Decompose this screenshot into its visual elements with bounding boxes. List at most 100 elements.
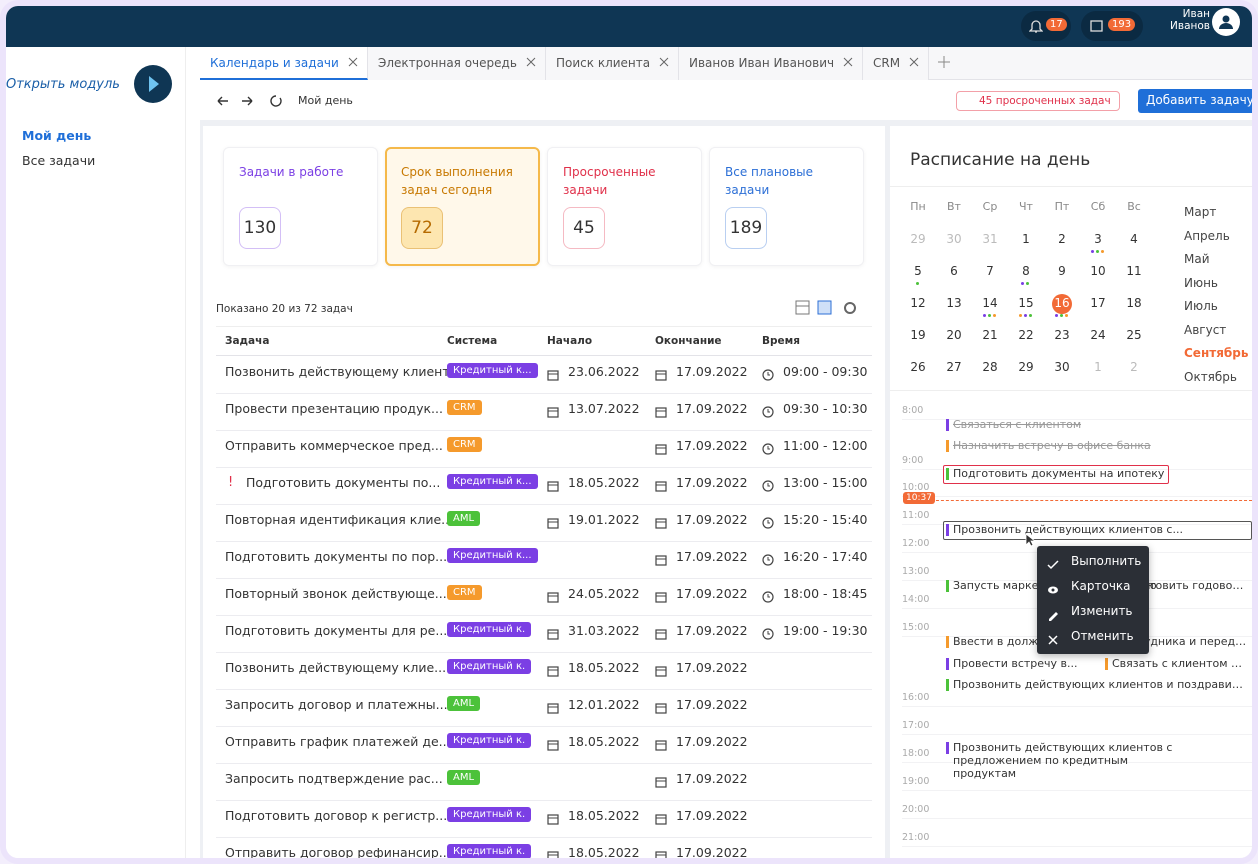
month[interactable]: Апрель (1184, 228, 1230, 243)
event[interactable]: Прозвонить действующих клиентов с предло… (953, 741, 1173, 780)
event[interactable]: Связаться с клиентом (953, 418, 1082, 431)
column-header[interactable]: Окончание (655, 335, 722, 347)
calendar-day[interactable]: 23 (1054, 328, 1070, 342)
task-name[interactable]: Подготовить документы по... (246, 475, 441, 490)
task-name[interactable]: Повторная идентификация клие... (225, 512, 454, 527)
month[interactable]: Сентябрь (1184, 346, 1249, 360)
calendar-day[interactable]: 3 (1094, 232, 1102, 246)
calendar-day[interactable]: 8 (1022, 264, 1030, 278)
column-header[interactable]: Задача (225, 335, 270, 347)
calendar-day[interactable]: 21 (982, 328, 998, 342)
calendar-day[interactable]: 7 (986, 264, 994, 278)
menu-item[interactable]: Изменить (1071, 604, 1133, 618)
month[interactable]: Май (1184, 252, 1210, 266)
row-divider (216, 652, 872, 653)
task-name[interactable]: Отправить договор рефинансир... (225, 845, 451, 860)
time-range: 15:20 - 15:40 (783, 512, 868, 527)
task-name[interactable]: Подготовить документы по пор... (225, 549, 448, 564)
calendar-day[interactable]: 29 (910, 232, 926, 246)
end-date: 17.09.2022 (676, 475, 748, 490)
calendar-day[interactable]: 2 (1058, 232, 1066, 246)
event[interactable]: Назначить встречу в офисе банка (953, 439, 1151, 452)
calendar-day[interactable]: 14 (982, 296, 998, 310)
calendar-day[interactable]: 16 (1054, 296, 1070, 310)
task-name[interactable]: Позвонить действующему клиент (225, 364, 450, 379)
calendar-day[interactable]: 19 (910, 328, 926, 342)
calendar-icon (547, 514, 559, 529)
add-task-button[interactable]: Добавить задачу (1138, 89, 1252, 113)
menu-item[interactable]: Отменить (1071, 629, 1134, 643)
add-tab[interactable] (937, 52, 951, 72)
event[interactable]: Прозвонить действующих клиентов и поздра… (953, 678, 1248, 691)
calendar-day[interactable]: 30 (1054, 360, 1070, 374)
calendar-day[interactable]: 27 (946, 360, 962, 374)
calendar-day[interactable]: 15 (1018, 296, 1034, 310)
avatar[interactable] (1212, 8, 1240, 36)
tab[interactable]: CRM (863, 47, 930, 80)
task-name[interactable]: Запросить подтверждение рас... (225, 771, 443, 786)
view-switch[interactable] (794, 298, 864, 318)
calendar-day[interactable]: 4 (1130, 232, 1138, 246)
event[interactable]: Провести встречу в... (953, 657, 1078, 670)
task-name[interactable]: Провести презентацию продук... (225, 401, 443, 416)
month[interactable]: Июнь (1184, 275, 1218, 290)
calendar-day[interactable]: 28 (982, 360, 998, 374)
calendar-day[interactable]: 20 (946, 328, 962, 342)
task-name[interactable]: Подготовить документы для ре... (225, 623, 448, 638)
calendar-day[interactable]: 31 (982, 232, 998, 246)
event[interactable]: Связать с клиентом по... (1112, 657, 1248, 670)
calendar-day[interactable]: 11 (1126, 264, 1142, 278)
menu-item[interactable]: Выполнить (1071, 554, 1142, 568)
nav-item[interactable]: Мой день (22, 128, 92, 143)
column-header[interactable]: Время (762, 335, 800, 347)
month[interactable]: Август (1184, 322, 1227, 337)
calendar-day[interactable]: 6 (950, 264, 958, 278)
notifications[interactable]: 17 (1021, 11, 1071, 41)
task-name[interactable]: Повторный звонок действующе... (225, 586, 447, 601)
tab[interactable]: Электронная очередь (368, 47, 546, 80)
column-header[interactable]: Начало (547, 335, 593, 347)
nav-item[interactable]: Все задачи (22, 153, 96, 168)
task-name[interactable]: Подготовить договор к регистр... (225, 808, 448, 823)
calendar-day[interactable]: 30 (946, 232, 962, 246)
month[interactable]: Март (1184, 205, 1217, 219)
calendar-day[interactable]: 1 (1094, 360, 1102, 374)
tab[interactable]: Поиск клиента (546, 47, 680, 80)
nav-buttons[interactable] (216, 93, 286, 113)
task-name[interactable]: Запросить договор и платежны... (225, 697, 448, 712)
open-module[interactable]: Открыть модуль (6, 77, 120, 92)
menu-item[interactable]: Карточка (1071, 579, 1131, 593)
messages[interactable]: 193 (1081, 11, 1143, 41)
task-name[interactable]: Отправить график платежей де... (225, 734, 451, 749)
calendar-day[interactable]: 1 (1022, 232, 1030, 246)
logo[interactable] (134, 65, 172, 103)
calendar-day[interactable]: 5 (914, 264, 922, 278)
task-name[interactable]: Отправить коммерческое пред... (225, 438, 443, 453)
event[interactable]: Подготовить документы на ипотеку (953, 467, 1165, 480)
event[interactable]: Прозвонить действующих клиентов с... (953, 523, 1183, 536)
tab[interactable]: Иванов Иван Иванович (679, 47, 864, 80)
month[interactable]: Июль (1184, 299, 1218, 313)
overdue-chip[interactable]: 45 просроченных задач (956, 91, 1120, 111)
calendar-day[interactable]: 9 (1058, 264, 1066, 278)
calendar-icon (547, 477, 559, 492)
calendar-day[interactable]: 12 (910, 296, 926, 310)
task-name[interactable]: Позвонить действующему клие... (225, 660, 447, 675)
calendar-day[interactable]: 24 (1090, 328, 1106, 342)
calendar-day[interactable]: 2 (1130, 360, 1138, 374)
stat-card[interactable] (223, 147, 378, 266)
calendar-day[interactable]: 26 (910, 360, 926, 374)
column-header[interactable]: Система (447, 335, 498, 347)
tab[interactable]: Календарь и задачи (200, 47, 368, 80)
calendar-day[interactable]: 29 (1018, 360, 1034, 374)
calendar-day[interactable]: 18 (1126, 296, 1142, 310)
event-dot (987, 314, 991, 317)
calendar-day[interactable]: 25 (1126, 328, 1142, 342)
month[interactable]: Октябрь (1184, 369, 1237, 384)
start-date: 18.05.2022 (568, 475, 640, 490)
calendar-day[interactable]: 22 (1018, 328, 1034, 342)
calendar-day[interactable]: 17 (1090, 296, 1106, 310)
stat-card[interactable] (709, 147, 864, 266)
calendar-day[interactable]: 10 (1090, 264, 1106, 278)
calendar-day[interactable]: 13 (946, 296, 962, 310)
